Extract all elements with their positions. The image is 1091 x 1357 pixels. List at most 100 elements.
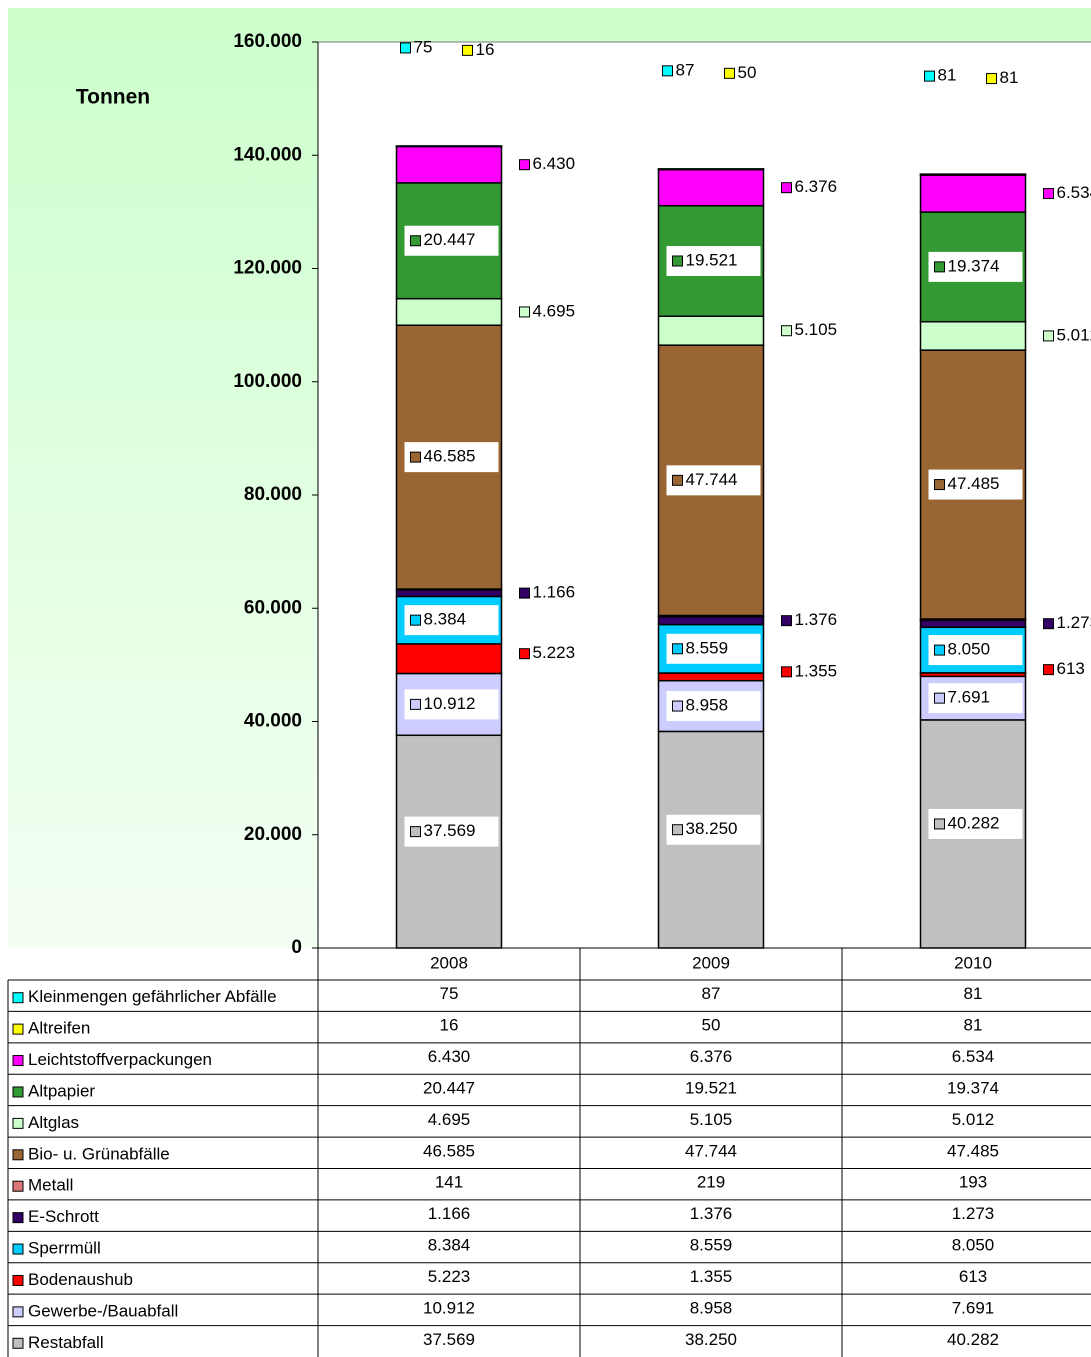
x-tick-label: 2010: [954, 953, 992, 972]
table-cell: 6.430: [428, 1047, 471, 1066]
y-tick-label: 120.000: [233, 258, 302, 279]
table-cell: 19.374: [947, 1078, 999, 1097]
bar-segment: [657, 168, 765, 207]
y-tick-label: 100.000: [233, 371, 302, 392]
legend-label: Metall: [28, 1176, 73, 1195]
data-label: 10.912: [424, 694, 476, 713]
data-label: 8.050: [948, 640, 991, 659]
table-cell: 6.376: [690, 1047, 733, 1066]
legend-key: [12, 1086, 24, 1098]
data-label-key: [410, 614, 421, 626]
table-cell: 19.521: [685, 1078, 737, 1097]
data-label-key: [662, 65, 673, 77]
bar-segment: [657, 672, 765, 682]
table-cell: 5.105: [690, 1110, 733, 1129]
table-cell: 20.447: [423, 1078, 475, 1097]
table-cell: 10.912: [423, 1298, 475, 1317]
data-label-key: [924, 70, 935, 82]
data-label-key: [934, 261, 945, 273]
legend-key: [12, 1274, 24, 1286]
legend-label: Bodenaushub: [28, 1270, 133, 1289]
table-cell: 1.273: [952, 1204, 995, 1223]
data-label: 38.250: [686, 819, 738, 838]
table-cell: 613: [959, 1267, 987, 1286]
legend-key: [12, 1306, 24, 1318]
legend-label: Restabfall: [28, 1333, 104, 1352]
data-label: 47.744: [686, 470, 738, 489]
legend-label: Leichtstoffverpackungen: [28, 1050, 212, 1069]
table-cell: 50: [702, 1016, 721, 1035]
data-label-key: [462, 44, 473, 56]
data-label-key: [410, 826, 421, 838]
bar-segment: [395, 297, 503, 326]
legend-key: [12, 1337, 24, 1349]
data-label-key: [400, 42, 411, 54]
data-label-key: [1043, 330, 1054, 342]
table-cell: 47.744: [685, 1141, 737, 1160]
legend-key: [12, 1212, 24, 1224]
table-cell: 5.012: [952, 1110, 995, 1129]
table-cell: 8.559: [690, 1236, 733, 1255]
y-tick-label: 60.000: [244, 597, 302, 618]
table-cell: 6.534: [952, 1047, 995, 1066]
data-label: 37.569: [424, 821, 476, 840]
table-cell: 40.282: [947, 1330, 999, 1349]
data-label: 8.958: [686, 696, 729, 715]
data-label-key: [781, 325, 792, 337]
data-label: 1.355: [795, 661, 838, 680]
data-label-key: [519, 306, 530, 318]
table-cell: 1.166: [428, 1204, 471, 1223]
data-label-key: [672, 643, 683, 655]
legend-key: [12, 1243, 24, 1255]
data-label-key: [519, 648, 530, 660]
table-cell: 46.585: [423, 1141, 475, 1160]
data-label-key: [781, 182, 792, 194]
x-tick-label: 2009: [692, 953, 730, 972]
data-label: 40.282: [948, 813, 1000, 832]
data-label-key: [1043, 618, 1054, 630]
data-label: 5.105: [795, 320, 838, 339]
legend-label: Kleinmengen gefährlicher Abfälle: [28, 987, 277, 1006]
y-tick-label: 20.000: [244, 824, 302, 845]
legend-label: Altpapier: [28, 1081, 95, 1100]
data-label: 47.485: [948, 474, 1000, 493]
y-tick-label: 40.000: [244, 711, 302, 732]
table-cell: 47.485: [947, 1141, 999, 1160]
data-label-key: [672, 824, 683, 836]
data-label: 4.695: [533, 301, 576, 320]
bar-segment: [919, 619, 1027, 629]
data-label-key: [934, 692, 945, 704]
table-cell: 8.384: [428, 1236, 471, 1255]
legend-key: [12, 1055, 24, 1067]
data-label: 46.585: [424, 447, 476, 466]
data-label-key: [672, 700, 683, 712]
data-label-key: [934, 479, 945, 491]
data-label: 75: [414, 37, 433, 56]
table-cell: 8.050: [952, 1236, 995, 1255]
x-tick-label: 2008: [430, 953, 468, 972]
legend-key: [12, 992, 24, 1004]
data-label-key: [672, 255, 683, 267]
data-label: 6.534: [1057, 183, 1091, 202]
data-label: 613: [1057, 659, 1085, 678]
data-label-key: [781, 666, 792, 678]
bar-segment: [657, 616, 765, 626]
table-cell: 81: [964, 984, 983, 1003]
data-label-key: [410, 235, 421, 247]
table-cell: 87: [702, 984, 721, 1003]
data-label-key: [1043, 664, 1054, 676]
data-label-key: [1043, 188, 1054, 200]
legend-key: [12, 1180, 24, 1192]
bar-segment: [657, 315, 765, 346]
data-label: 81: [1000, 68, 1019, 87]
data-label-key: [934, 818, 945, 830]
table-cell: 16: [440, 1016, 459, 1035]
data-label-key: [724, 67, 735, 79]
table-cell: 7.691: [952, 1298, 995, 1317]
bar-segment: [395, 589, 503, 598]
table-cell: 141: [435, 1173, 463, 1192]
data-label: 5.012: [1057, 325, 1091, 344]
table-cell: 37.569: [423, 1330, 475, 1349]
y-tick-label: 80.000: [244, 484, 302, 505]
